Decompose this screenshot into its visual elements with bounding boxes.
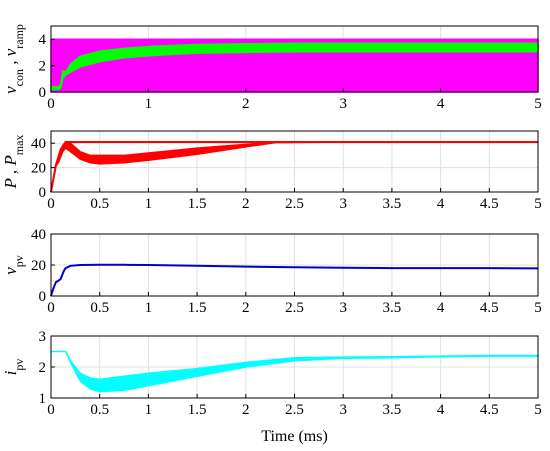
- x-tick-label: 4: [437, 402, 445, 418]
- x-tick-label: 1: [145, 300, 153, 316]
- x-tick-label: 5: [534, 96, 542, 112]
- axes-box: [50, 25, 539, 93]
- x-tick-label: 4: [437, 196, 445, 212]
- subplot-3: 0 0.5 1 1.5 2 2.5 3 3.5 4 4.5 5 0 20 40 vpv: [1, 227, 542, 316]
- x-tick-label: 3: [339, 96, 347, 112]
- x-tick-label: 0: [47, 300, 55, 316]
- subplot-2: 0 0.5 1 1.5 2 2.5 3 3.5 4 4.5 5 0 20 40 P , Pmax: [1, 130, 542, 212]
- x-tick-label: 2: [242, 402, 250, 418]
- y-tick-label: 0: [39, 85, 47, 101]
- y-axis-label: P , Pmax: [1, 135, 26, 190]
- x-tick-label: 0.5: [90, 196, 109, 212]
- subplot-1: 0 1 2 3 4 5 0 2 4 vcon , vramp: [1, 24, 542, 112]
- x-tick-label: 5: [534, 300, 542, 316]
- y-tick-label: 4: [39, 32, 47, 48]
- x-tick-label: 1.5: [188, 196, 207, 212]
- y-tick-label: 3: [39, 329, 47, 345]
- y-tick-label: 2: [39, 59, 47, 75]
- x-tick-label: 1.5: [188, 402, 207, 418]
- y-axis-label: vcon , vramp: [1, 24, 26, 94]
- x-tick-label: 4.5: [480, 402, 499, 418]
- x-tick-label: 0: [47, 402, 55, 418]
- x-tick-label: 2.5: [285, 300, 304, 316]
- y-axis-label: ipv: [1, 359, 26, 376]
- y-axis-label: vpv: [1, 255, 26, 275]
- x-tick-label: 4.5: [480, 300, 499, 316]
- x-tick-label: 3: [339, 196, 347, 212]
- series-1-line: [50, 263, 539, 297]
- y-tick-label: 0: [39, 185, 47, 201]
- x-tick-label: 0.5: [90, 402, 109, 418]
- x-tick-label: 4: [437, 300, 445, 316]
- x-tick-label: 4.5: [480, 196, 499, 212]
- x-tick-label: 3: [339, 402, 347, 418]
- x-tick-label: 4: [437, 96, 445, 112]
- y-tick-label: 20: [31, 161, 46, 177]
- y-tick-label: 0: [39, 289, 47, 305]
- x-tick-label: 1.5: [188, 300, 207, 316]
- x-tick-label: 3: [339, 300, 347, 316]
- x-tick-label: 1: [145, 96, 153, 112]
- y-tick-label: 40: [31, 136, 46, 152]
- y-tick-label: 1: [39, 391, 47, 407]
- x-tick-label: 2: [242, 300, 250, 316]
- x-tick-label: 2.5: [285, 196, 304, 212]
- x-tick-label: 1: [145, 402, 153, 418]
- x-axis-label: Time (ms): [261, 428, 328, 445]
- x-tick-label: 3.5: [383, 196, 402, 212]
- subplot-4: 0 0.5 1 1.5 2 2.5 3 3.5 4 4.5 5 1 2 3 ipv Time (ms): [1, 329, 542, 445]
- x-tick-label: 0.5: [90, 300, 109, 316]
- y-tick-label: 2: [39, 360, 47, 376]
- x-tick-label: 5: [534, 402, 542, 418]
- x-tick-label: 5: [534, 196, 542, 212]
- y-tick-label: 20: [31, 258, 46, 274]
- x-tick-label: 2: [242, 96, 250, 112]
- x-tick-label: 3.5: [383, 300, 402, 316]
- x-tick-label: 3.5: [383, 402, 402, 418]
- x-tick-label: 0: [47, 196, 55, 212]
- x-tick-label: 1: [145, 196, 153, 212]
- series-2-band: [50, 141, 538, 193]
- y-tick-label: 40: [31, 227, 46, 243]
- x-tick-label: 0: [47, 96, 55, 112]
- x-tick-label: 2.5: [285, 402, 304, 418]
- x-tick-label: 2: [242, 196, 250, 212]
